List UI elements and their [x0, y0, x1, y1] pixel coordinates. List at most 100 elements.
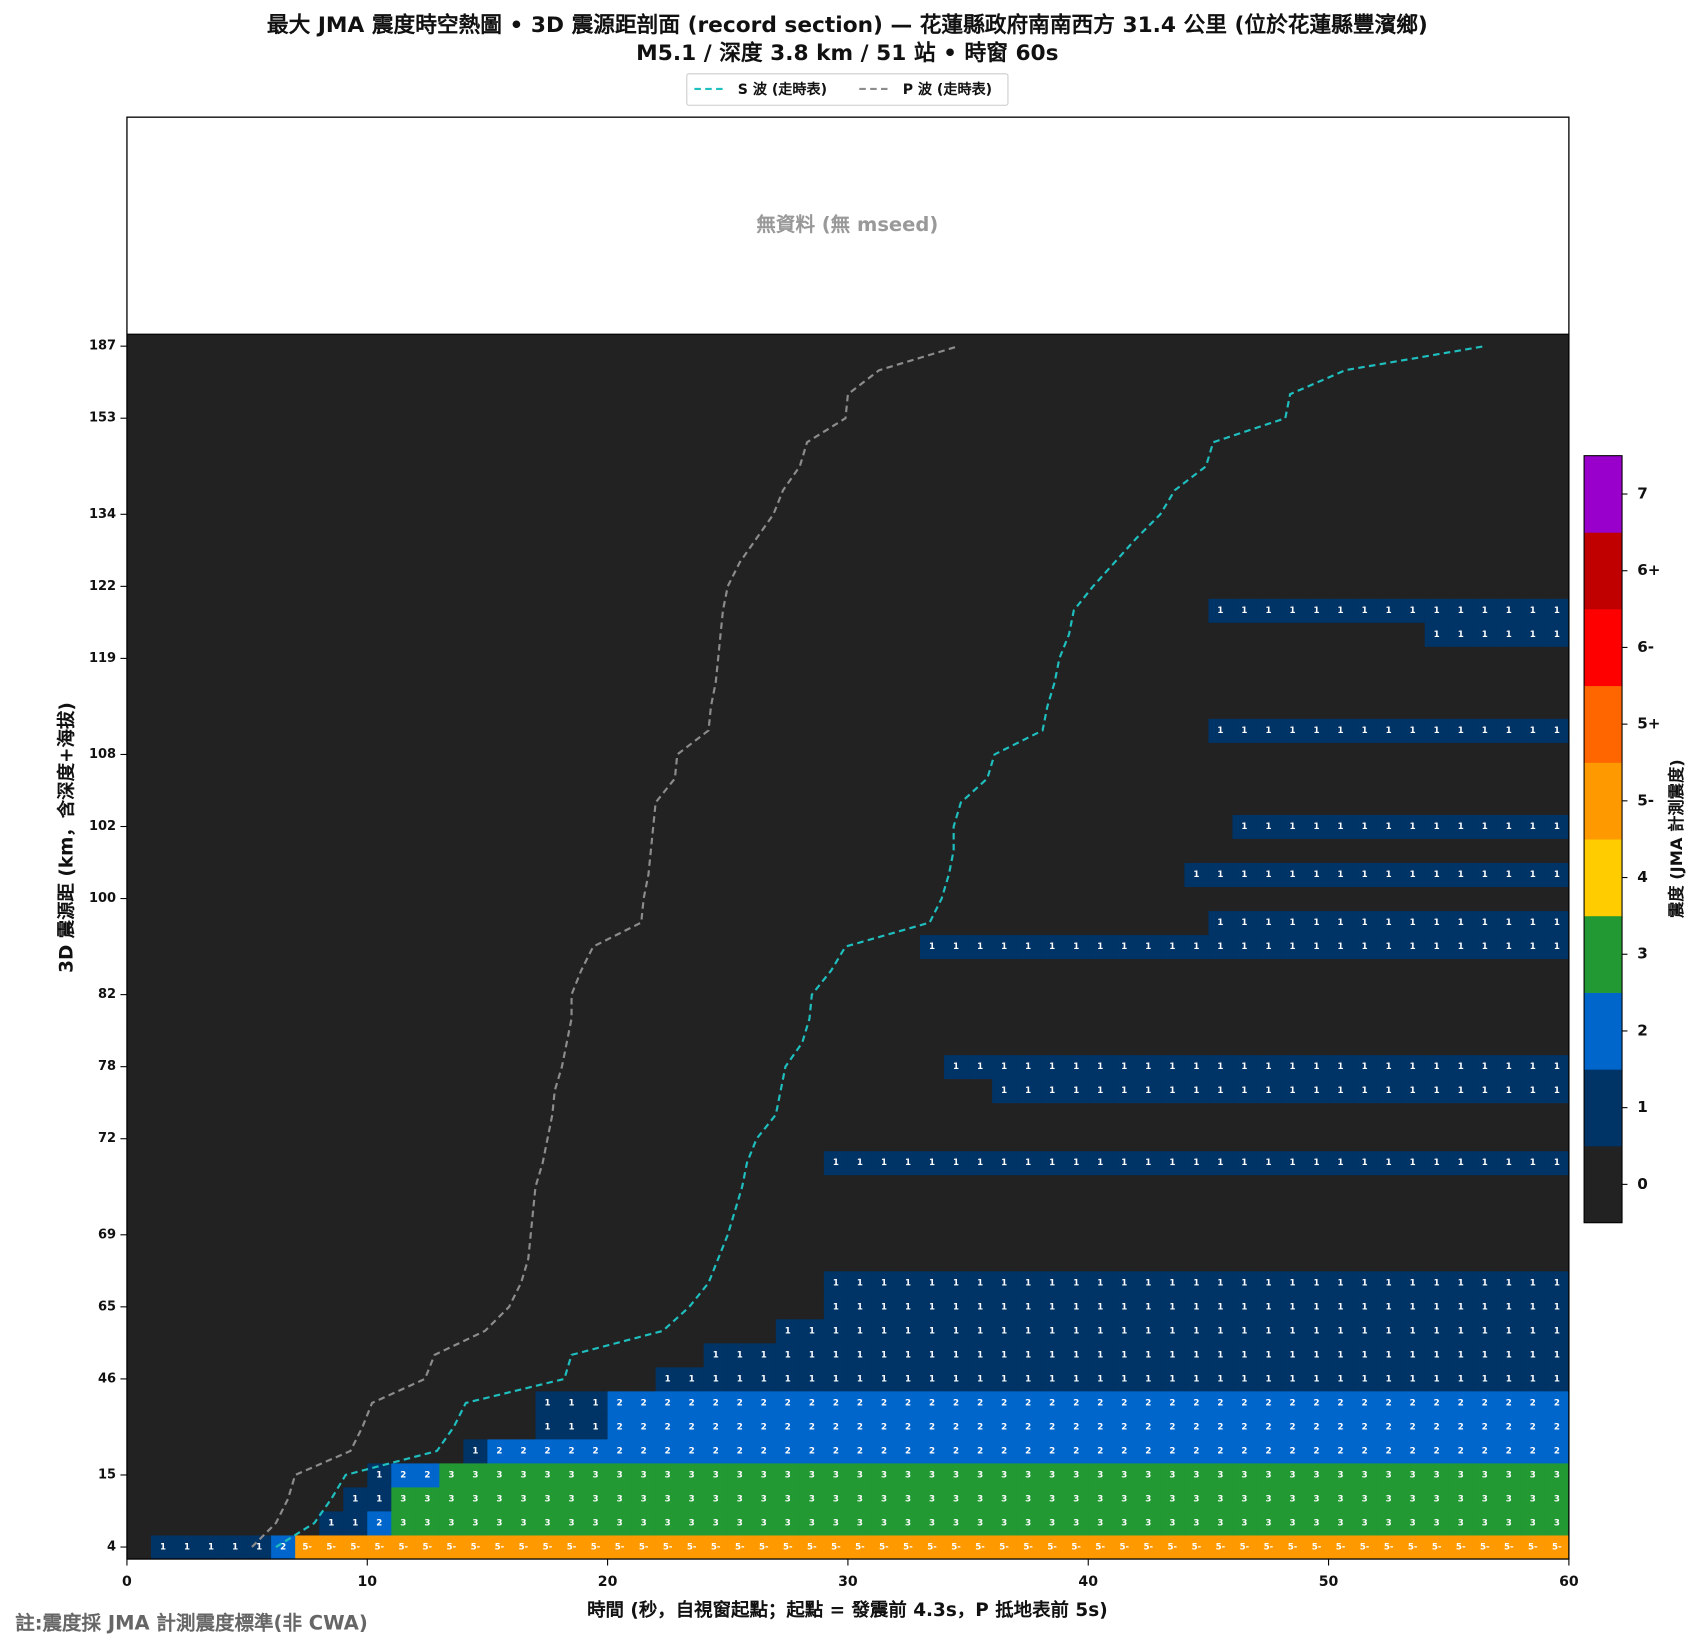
cell-label: 3: [929, 1470, 935, 1480]
heat-cell: [271, 1030, 296, 1056]
heat-cell: [511, 1270, 536, 1296]
heat-cell: [1136, 358, 1161, 383]
heat-cell: [1472, 526, 1498, 551]
heat-cell: [199, 718, 224, 743]
heat-cell: [1016, 886, 1041, 912]
heat-cell: [1376, 430, 1402, 455]
heat-cell: [751, 982, 777, 1008]
heat-cell: [391, 1366, 416, 1392]
heat-cell: [992, 1438, 1017, 1464]
heat-cell: [703, 1054, 729, 1080]
heat-cell: [823, 814, 849, 839]
heat-cell: [343, 1535, 368, 1560]
heat-cell: [703, 1318, 729, 1344]
heat-cell: [1520, 1030, 1546, 1056]
heat-cell: [199, 1030, 224, 1056]
heat-cell: [1520, 1342, 1546, 1368]
heat-cell: [1256, 1294, 1281, 1320]
cell-label: 2: [641, 1446, 647, 1456]
cell-label: 1: [1001, 942, 1007, 952]
heat-cell: [1352, 1342, 1378, 1368]
heat-cell: [199, 358, 224, 383]
heat-cell: [391, 1511, 416, 1536]
heat-cell: [175, 742, 200, 767]
heat-cell: [247, 790, 272, 815]
heat-cell: [247, 382, 272, 407]
heat-cell: [1160, 1366, 1185, 1392]
heat-cell: [895, 622, 921, 647]
heat-cell: [1136, 1270, 1161, 1296]
heat-cell: [295, 670, 320, 695]
heat-cell: [511, 550, 536, 575]
cell-label: 3: [400, 1519, 406, 1529]
heat-cell: [703, 454, 729, 479]
heat-cell: [391, 1030, 416, 1056]
cell-label: 2: [737, 1398, 743, 1408]
cell-label: 2: [1169, 1422, 1175, 1432]
heat-cell: [367, 1318, 392, 1344]
heat-cell: [775, 1174, 801, 1200]
heat-cell: [199, 430, 224, 455]
cell-label: 2: [665, 1422, 671, 1432]
colorbar-frame: [1583, 455, 1623, 1224]
heat-cell: [1184, 982, 1209, 1008]
heat-cell: [295, 838, 320, 863]
heat-cell: [1376, 910, 1402, 936]
heat-cell: [727, 406, 753, 431]
heat-cell: [631, 886, 657, 912]
heat-cell: [1160, 598, 1185, 623]
heat-cell: [607, 1414, 633, 1440]
heat-cell: [920, 1366, 945, 1392]
cell-label: 1: [1434, 606, 1440, 616]
heat-cell: [847, 1414, 873, 1440]
cell-label: 1: [1289, 1350, 1295, 1360]
cell-label: 1: [1145, 942, 1151, 952]
heat-cell: [1352, 838, 1378, 863]
heat-cell: [655, 1006, 681, 1032]
heat-cell: [1448, 958, 1474, 984]
heat-cell: [1472, 574, 1498, 599]
heat-cell: [199, 1006, 224, 1032]
heat-cell: [1280, 1054, 1305, 1080]
heat-cell: [463, 766, 488, 791]
heat-cell: [583, 1270, 609, 1296]
heat-cell: [367, 1222, 392, 1248]
heat-cell: [679, 1006, 705, 1032]
heat-cell: [1304, 1511, 1329, 1536]
cell-label: 1: [1025, 1158, 1031, 1168]
cell-label: 1: [1530, 1086, 1536, 1096]
cell-label: 2: [761, 1446, 767, 1456]
heat-cell: [1424, 1486, 1450, 1512]
heat-cell: [655, 1246, 681, 1272]
heat-cell: [1304, 1462, 1329, 1488]
heat-cell: [992, 358, 1017, 383]
cell-label: 1: [1386, 942, 1392, 952]
heat-cell: [992, 430, 1017, 455]
heat-cell: [751, 814, 777, 839]
heat-cell: [175, 526, 200, 551]
cell-label: 1: [1554, 1326, 1560, 1336]
cell-label: 2: [761, 1422, 767, 1432]
heat-cell: [343, 382, 368, 407]
heat-cell: [1400, 430, 1426, 455]
heat-cell: [1112, 1366, 1137, 1392]
heat-cell: [1304, 1198, 1329, 1224]
heat-cell: [319, 766, 344, 791]
cell-label: 1: [1265, 1302, 1271, 1312]
cell-label: 1: [1482, 870, 1488, 880]
cell-label: 3: [1506, 1470, 1512, 1480]
cell-label: 1: [1314, 918, 1320, 928]
heat-cell: [775, 862, 801, 887]
heat-cell: [463, 1078, 488, 1104]
cell-label: 2: [400, 1470, 406, 1480]
heat-cell: [319, 1006, 344, 1032]
heat-cell: [727, 1054, 753, 1080]
cell-label: 1: [1458, 1350, 1464, 1360]
heat-cell: [631, 766, 657, 791]
heat-cell: [1448, 1414, 1474, 1440]
heat-cell: [944, 1366, 969, 1392]
heat-cell: [1088, 694, 1113, 719]
cell-label: 1: [1025, 1086, 1031, 1096]
heat-cell: [1496, 1342, 1522, 1368]
cell-label: 1: [328, 1519, 334, 1529]
